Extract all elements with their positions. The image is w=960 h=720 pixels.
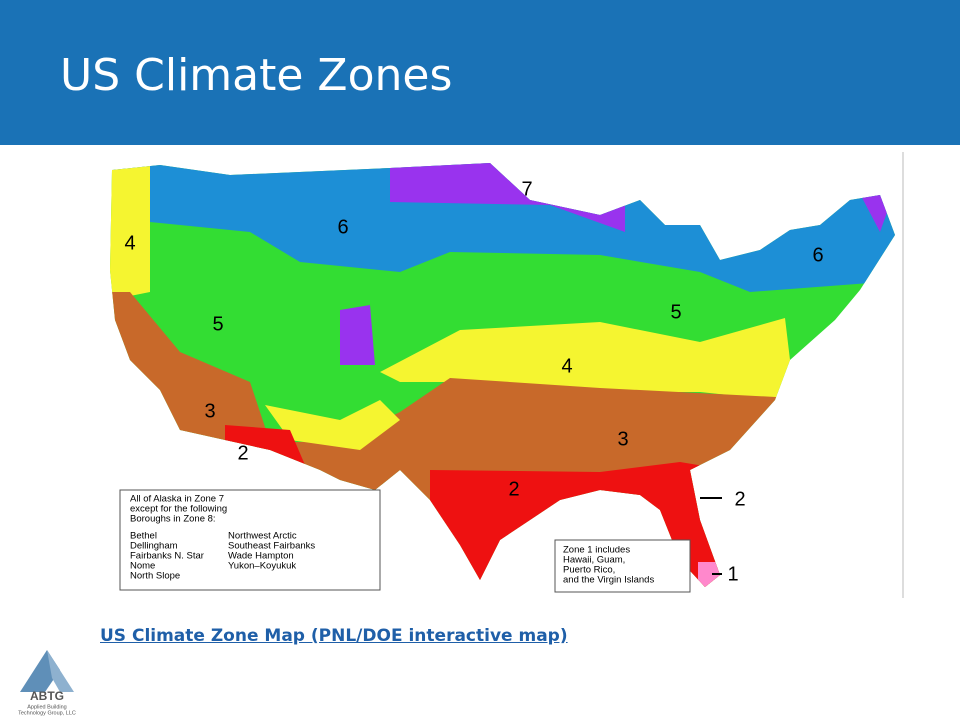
zone-label: 6 (812, 244, 823, 266)
zone-label: 2 (237, 442, 248, 464)
logo-name: ABTG (30, 689, 64, 703)
zone1-note: Puerto Rico, (563, 565, 615, 576)
zone-label: 5 (212, 313, 223, 335)
alaska-note-box (119, 489, 381, 591)
borough: Fairbanks N. Star (130, 551, 204, 562)
zone-label: 2 (734, 488, 745, 510)
alaska-note: except for the following (130, 504, 227, 515)
header-bar: US Climate Zones (0, 0, 960, 145)
zone-label: 2 (508, 478, 519, 500)
zone-label: 1 (727, 563, 738, 585)
zone-label: 4 (561, 355, 572, 377)
logo-line: Technology Group, LLC (18, 710, 76, 716)
zone-label: 3 (617, 428, 628, 450)
zone-label: 5 (670, 301, 681, 323)
borough: Northwest Arctic (228, 531, 297, 542)
borough: North Slope (130, 571, 180, 582)
logo-line: Applied Building (27, 704, 66, 710)
slide-title: US Climate Zones (60, 50, 453, 101)
borough: Wade Hampton (228, 551, 294, 562)
logo-mark (47, 650, 74, 692)
alaska-note: All of Alaska in Zone 7 (130, 494, 224, 505)
zone-label: 4 (124, 232, 135, 254)
borough: Yukon–Koyukuk (228, 561, 296, 572)
alaska-note: Boroughs in Zone 8: (130, 514, 216, 525)
map-link[interactable]: US Climate Zone Map (PNL/DOE interactive… (100, 626, 568, 646)
zone-label: 7 (521, 178, 532, 200)
zone1-note: Zone 1 includes (563, 545, 630, 556)
borough: Nome (130, 561, 155, 572)
zone1-note-box (554, 539, 691, 593)
zone-label: 3 (204, 400, 215, 422)
borough: Bethel (130, 531, 157, 542)
borough: Dellingham (130, 541, 178, 552)
zone1-note: Hawaii, Guam, (563, 555, 625, 566)
zone-label: 6 (337, 216, 348, 238)
borough: Southeast Fairbanks (228, 541, 315, 552)
zone1-note: and the Virgin Islands (563, 575, 654, 586)
